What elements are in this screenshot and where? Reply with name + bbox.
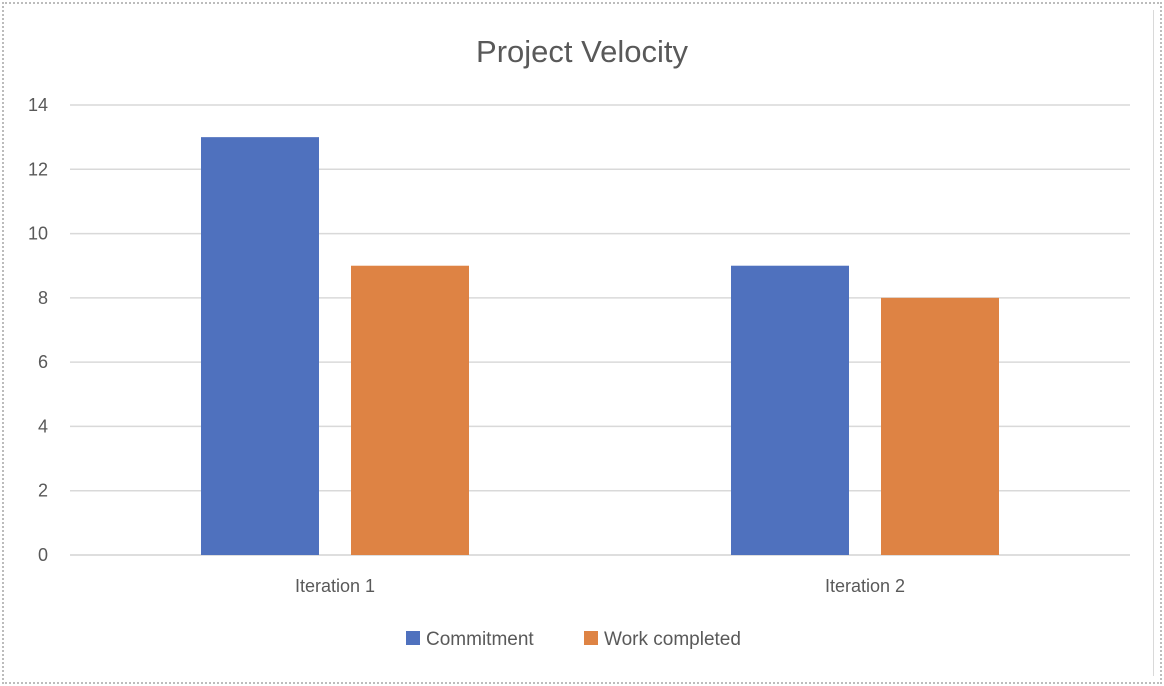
bar-commitment-2	[731, 265, 849, 555]
y-tick-label: 6	[38, 352, 48, 372]
y-tick-label: 14	[28, 95, 48, 115]
y-axis-ticks: 0 2 4 6 8 10 12 14	[28, 95, 48, 565]
chart-title: Project Velocity	[476, 34, 688, 69]
y-tick-label: 0	[38, 545, 48, 565]
legend-label: Work completed	[604, 629, 741, 650]
legend: Commitment Work completed	[406, 629, 741, 650]
y-tick-label: 4	[38, 416, 48, 436]
chart-border-line	[1153, 10, 1154, 676]
bar-work-completed-2	[881, 297, 999, 555]
y-tick-label: 12	[28, 159, 48, 179]
legend-swatch-commitment	[406, 631, 420, 645]
y-tick-label: 10	[28, 224, 48, 244]
legend-label: Commitment	[426, 629, 534, 650]
bar-work-completed-1	[351, 265, 469, 555]
x-tick-label: Iteration 1	[295, 576, 375, 596]
x-axis-ticks: Iteration 1 Iteration 2	[295, 576, 905, 596]
y-tick-label: 8	[38, 288, 48, 308]
legend-swatch-work-completed	[584, 631, 598, 645]
bars	[201, 137, 999, 555]
bar-commitment-1	[201, 137, 319, 555]
y-tick-label: 2	[38, 481, 48, 501]
x-tick-label: Iteration 2	[825, 576, 905, 596]
